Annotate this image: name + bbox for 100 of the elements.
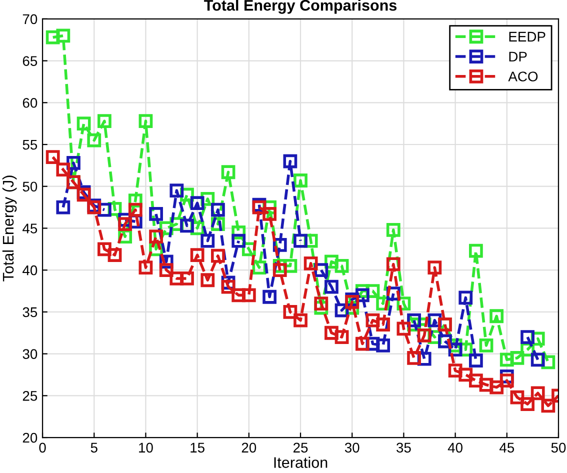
point [108,248,122,262]
point [159,263,174,278]
point [324,326,338,340]
y-tick-label: 70 [22,14,38,24]
point [211,248,225,263]
point [490,309,504,324]
x-axis-title: Iteration [274,456,328,468]
point [200,234,215,248]
point [200,273,215,288]
y-tick-label: 30 [22,349,38,359]
point [294,174,308,188]
point [490,380,504,394]
point [242,288,256,302]
point [468,244,483,258]
point [500,374,514,388]
point [396,322,411,336]
point [428,260,442,275]
point [76,188,91,202]
y-tick-label: 35 [22,307,38,318]
point [56,28,70,43]
x-tick-label: 20 [242,442,256,453]
point [366,313,380,328]
point [56,200,70,214]
x-tick-label: 25 [293,442,308,453]
legend-label: ACO [508,72,538,82]
x-tick-label: 0 [39,442,46,453]
point [468,374,483,388]
point [324,280,338,294]
x-tick-label: 40 [448,442,462,453]
point [262,207,276,221]
point [97,114,112,128]
point [221,280,236,294]
x-tick-label: 15 [190,442,204,453]
y-tick-label: 50 [22,182,38,192]
point [221,165,236,180]
x-tick-label: 50 [551,442,566,453]
point [170,184,184,198]
point [520,330,534,344]
point [149,230,163,244]
point [46,30,60,44]
legend-label: EEDP [509,32,546,42]
point [334,330,349,344]
point [448,364,462,378]
point [190,196,204,210]
point [128,202,142,217]
point [479,338,494,352]
point [294,313,308,328]
x-tick-label: 5 [90,442,98,453]
point [262,290,276,304]
point [118,217,132,231]
point [530,386,545,400]
chart-title: Total Energy Comparisons [204,0,397,14]
point [355,336,370,351]
point [149,207,163,221]
point [345,294,360,309]
point [530,352,545,367]
point [56,162,70,177]
x-tick-label: 30 [344,442,360,453]
point [211,202,225,217]
point [138,260,153,275]
point [500,352,514,367]
point [180,272,194,286]
point [376,338,390,352]
point [190,248,204,262]
point [417,328,432,342]
point [458,368,473,382]
y-tick-label: 45 [22,224,38,234]
point [304,256,318,270]
x-tick-label: 35 [396,442,411,453]
point [541,398,556,413]
point [76,116,91,131]
point [232,234,246,248]
point [87,133,102,148]
point [138,114,153,128]
point [334,258,349,273]
point [294,234,308,248]
point [479,378,494,392]
point [283,305,298,319]
x-tick-label: 10 [139,442,153,453]
point [510,351,524,365]
point [386,222,400,237]
y-tick-label: 20 [22,432,38,443]
point [180,218,194,233]
point [407,351,421,365]
point [232,288,246,302]
point [376,318,390,332]
y-tick-label: 55 [22,140,38,150]
point [510,390,524,404]
point [46,150,60,164]
point [283,154,298,168]
point [314,296,328,311]
point [520,397,534,411]
point [468,354,483,368]
legend-label: DP [509,52,527,62]
y-axis-title: Total Energy (J) [2,176,17,282]
point [438,334,452,348]
y-tick-label: 60 [22,98,38,108]
y-tick-label: 65 [22,56,38,66]
y-tick-label: 25 [22,391,38,401]
y-tick-label: 40 [22,265,38,276]
